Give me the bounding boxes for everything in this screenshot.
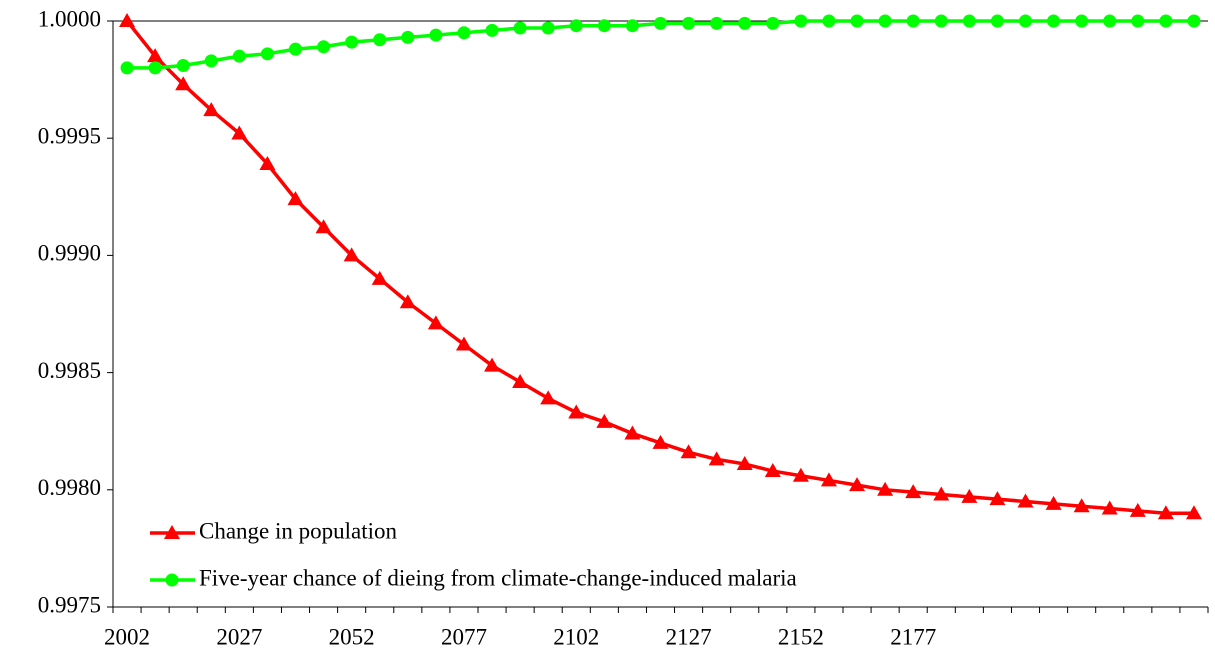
data-point — [232, 49, 246, 63]
data-point — [878, 14, 892, 28]
data-point — [1131, 14, 1145, 28]
data-point — [120, 61, 134, 75]
data-point — [961, 488, 978, 503]
data-point — [710, 16, 724, 30]
x-tick-label: 2152 — [778, 624, 824, 649]
data-point — [231, 125, 248, 140]
x-tick-label: 2027 — [216, 624, 262, 649]
data-point — [540, 390, 557, 405]
data-point — [1129, 502, 1146, 517]
data-point — [962, 14, 976, 28]
data-point — [427, 315, 444, 330]
data-point — [596, 413, 613, 428]
data-point — [625, 19, 639, 33]
x-tick-label: 2002 — [104, 624, 150, 649]
data-point — [906, 14, 920, 28]
x-tick-label: 2102 — [553, 624, 599, 649]
data-point — [1047, 14, 1061, 28]
data-point — [315, 219, 332, 234]
data-point — [1185, 505, 1202, 520]
data-point — [371, 270, 388, 285]
data-point — [764, 463, 781, 478]
data-point — [259, 155, 276, 170]
data-point — [147, 48, 164, 63]
data-point — [429, 28, 443, 42]
data-point — [820, 472, 837, 487]
data-point — [792, 467, 809, 482]
data-point — [569, 19, 583, 33]
data-point — [849, 477, 866, 492]
data-point — [512, 373, 529, 388]
data-point — [204, 54, 218, 68]
x-tick-label: 2177 — [890, 624, 936, 649]
data-point — [1187, 14, 1201, 28]
data-point — [203, 102, 220, 117]
data-point — [513, 21, 527, 35]
data-point — [541, 21, 555, 35]
data-point — [680, 444, 697, 459]
data-point — [1019, 14, 1032, 28]
y-tick-label: 0.9980 — [38, 475, 101, 500]
data-point — [736, 456, 753, 471]
legend-marker — [165, 573, 179, 587]
data-point — [457, 26, 471, 40]
data-point — [1017, 493, 1034, 508]
data-point — [1101, 500, 1118, 515]
data-point — [682, 16, 696, 30]
legend-marker — [164, 525, 180, 539]
data-point — [652, 434, 669, 449]
data-point — [794, 14, 808, 28]
data-point — [1159, 14, 1173, 28]
data-point — [455, 336, 472, 351]
y-tick-label: 0.9985 — [38, 358, 101, 383]
data-point — [119, 13, 136, 27]
x-tick-label: 2052 — [329, 624, 375, 649]
legend-label: Change in population — [199, 518, 398, 543]
data-point — [345, 35, 359, 49]
data-point — [568, 404, 585, 419]
x-tick-label: 2127 — [666, 624, 712, 649]
data-point — [1103, 14, 1117, 28]
data-point — [933, 486, 950, 501]
x-tick-label: 2077 — [441, 624, 487, 649]
data-point — [738, 16, 752, 30]
data-point — [373, 33, 387, 47]
data-point — [175, 76, 192, 91]
data-point — [877, 481, 894, 496]
data-point — [708, 451, 725, 466]
data-point — [624, 425, 641, 440]
legend-label: Five-year chance of dieing from climate-… — [199, 565, 797, 590]
data-point — [1157, 505, 1174, 520]
data-point — [990, 14, 1004, 28]
data-point — [905, 484, 922, 499]
data-point — [289, 42, 302, 56]
data-point — [654, 16, 667, 30]
data-point — [1075, 14, 1089, 28]
y-tick-label: 0.9975 — [38, 592, 101, 617]
data-point — [260, 47, 274, 61]
y-tick-label: 1.0000 — [38, 6, 101, 31]
data-point — [484, 357, 501, 372]
data-point — [766, 16, 780, 30]
y-tick-label: 0.9990 — [38, 241, 101, 266]
data-point — [1045, 495, 1062, 510]
data-point — [850, 14, 864, 28]
data-point — [148, 61, 162, 75]
data-point — [287, 191, 304, 206]
data-point — [317, 40, 331, 54]
data-point — [597, 19, 611, 33]
data-point — [343, 247, 360, 262]
data-point — [822, 14, 836, 28]
data-point — [989, 491, 1006, 506]
data-point — [401, 30, 415, 44]
data-point — [485, 23, 499, 37]
y-tick-label: 0.9995 — [38, 123, 101, 148]
data-point — [1073, 498, 1090, 513]
data-point — [934, 14, 948, 28]
data-point — [399, 294, 416, 309]
data-point — [176, 59, 190, 73]
